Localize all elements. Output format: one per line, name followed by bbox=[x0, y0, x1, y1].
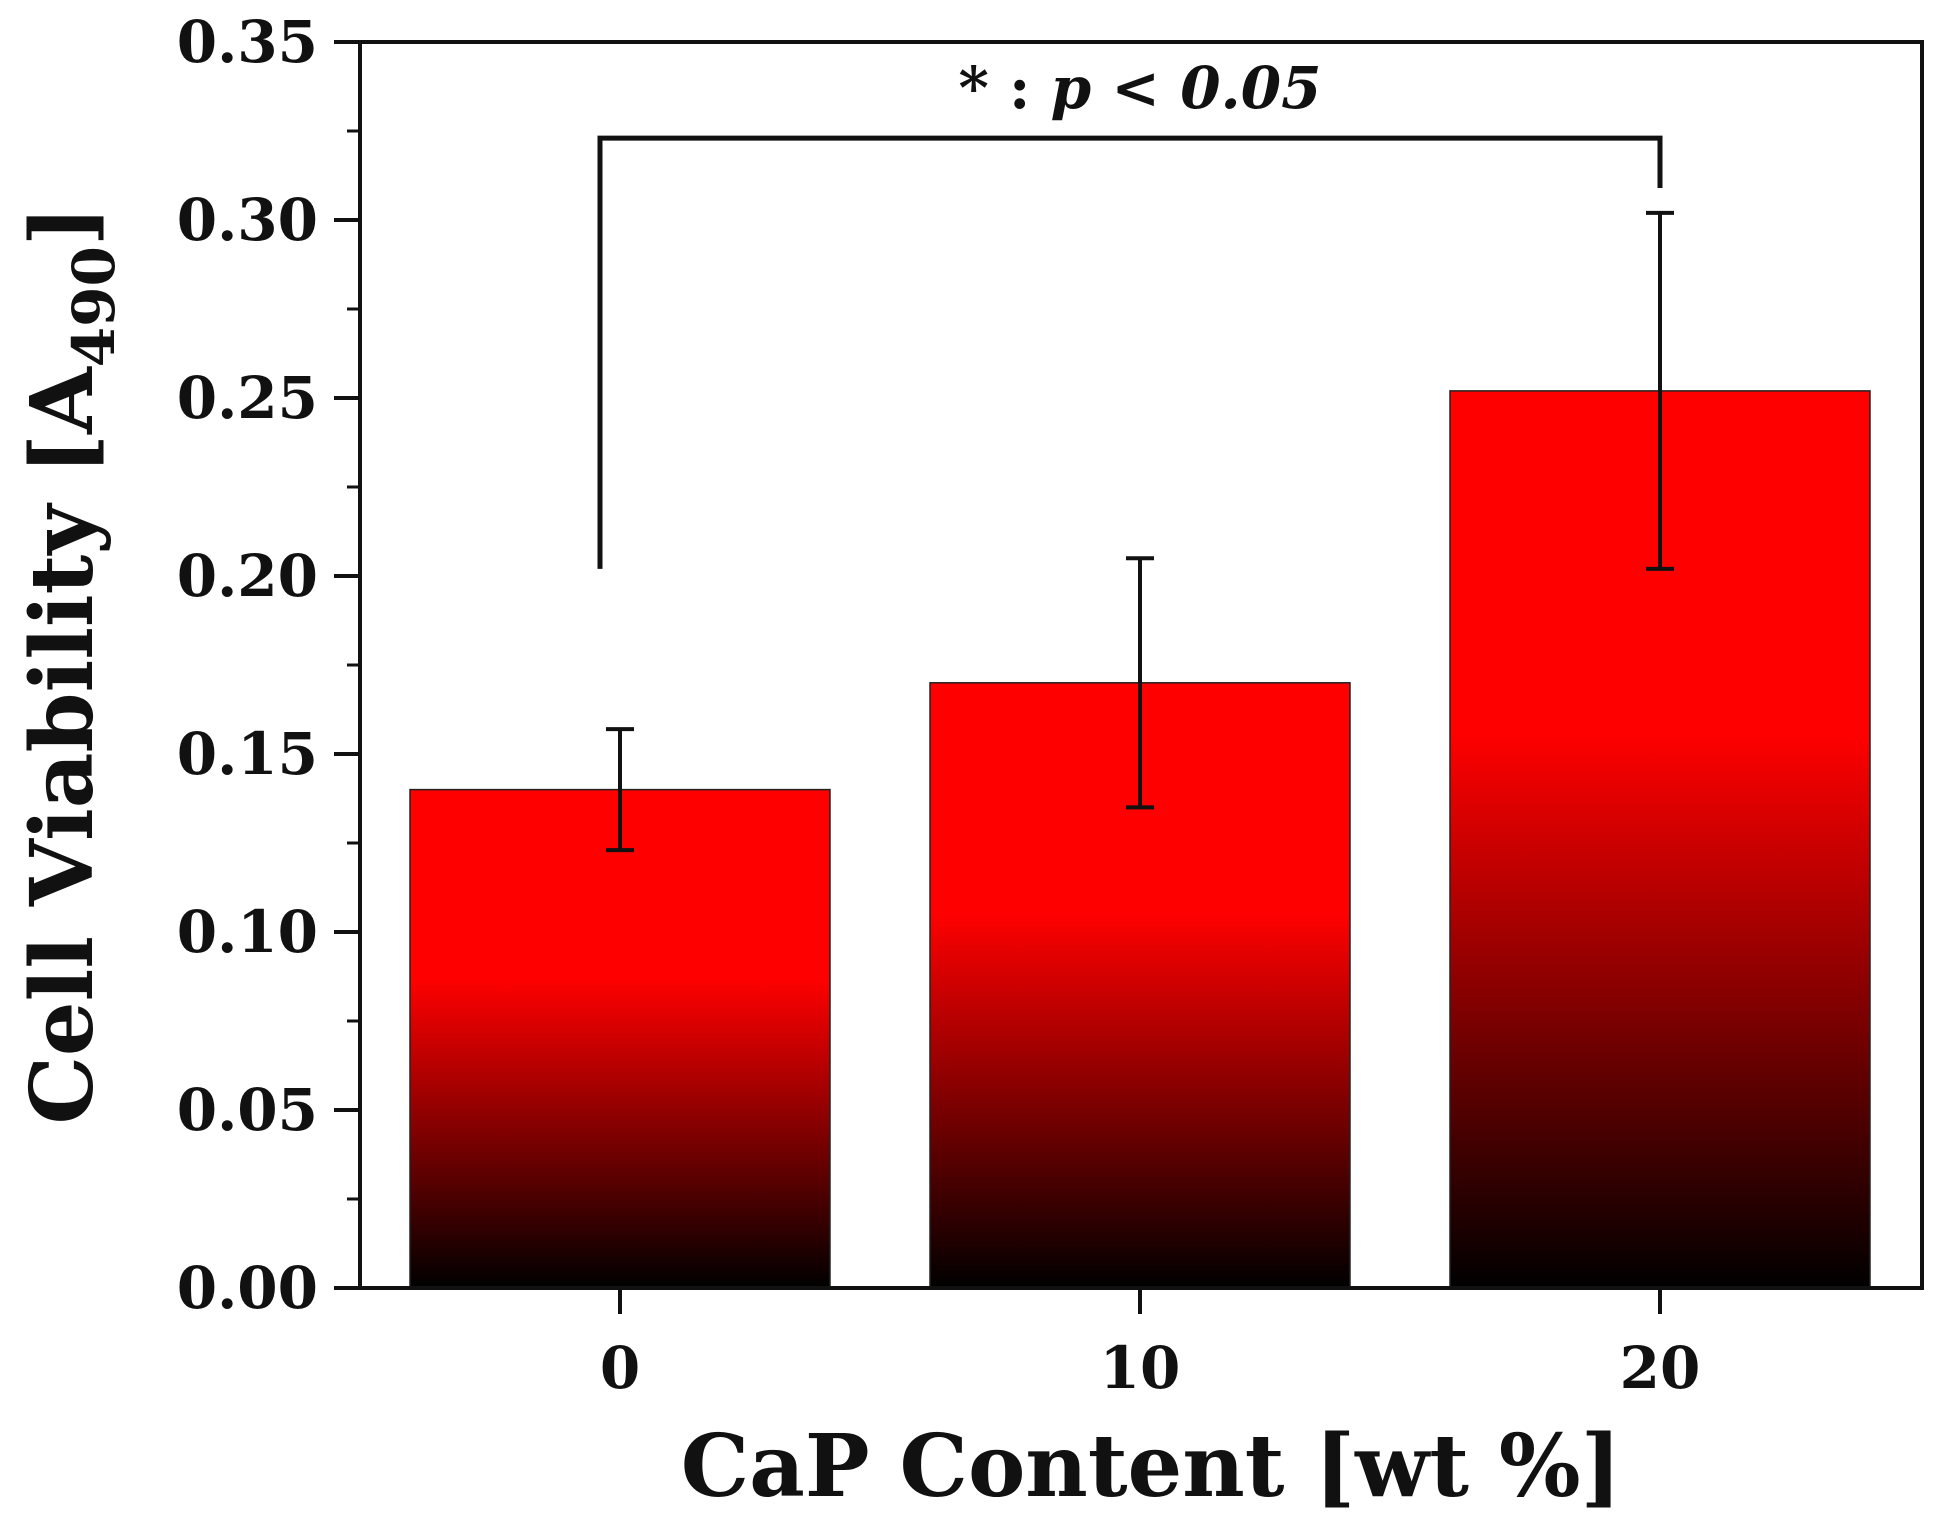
bars-layer bbox=[409, 390, 1871, 1289]
y-tick-label: 0.35 bbox=[177, 8, 318, 76]
x-tick-label: 10 bbox=[1100, 1334, 1181, 1402]
x-axis: 0 10 20 bbox=[600, 1288, 1701, 1402]
y-axis-title-main: Cell Viability [A bbox=[12, 366, 113, 1125]
significance-star: * bbox=[959, 54, 989, 122]
y-axis-title-subscript: 490 bbox=[60, 246, 128, 367]
bar-0 bbox=[409, 788, 831, 1289]
error-bar-0 bbox=[606, 727, 634, 853]
significance-threshold: < 0.05 bbox=[1091, 54, 1321, 122]
y-tick-label: 0.00 bbox=[177, 1254, 318, 1322]
y-axis-title: Cell Viability [A490] bbox=[12, 205, 128, 1124]
significance-label: * : p < 0.05 bbox=[959, 54, 1322, 122]
error-bar-20 bbox=[1646, 210, 1674, 571]
significance-colon: : bbox=[989, 54, 1051, 122]
y-axis: 0.00 0.05 0.10 0.15 0.20 0.25 0.30 0.35 bbox=[177, 8, 360, 1322]
y-tick-label: 0.15 bbox=[177, 720, 318, 788]
y-tick-label: 0.25 bbox=[177, 364, 318, 432]
error-bars-layer bbox=[606, 210, 1674, 853]
x-tick-label: 0 bbox=[600, 1334, 640, 1402]
significance-p: p bbox=[1051, 54, 1092, 122]
y-tick-label: 0.05 bbox=[177, 1076, 318, 1144]
significance-bracket bbox=[597, 135, 1663, 569]
error-bar-10 bbox=[1126, 556, 1154, 810]
y-tick-label: 0.10 bbox=[177, 898, 318, 966]
significance-annotation: * : p < 0.05 bbox=[597, 54, 1663, 569]
x-axis-title: CaP Content [wt %] bbox=[681, 1416, 1622, 1517]
y-tick-label: 0.20 bbox=[177, 542, 318, 610]
x-tick-label: 20 bbox=[1620, 1334, 1701, 1402]
y-axis-title-close: ] bbox=[12, 205, 113, 246]
y-tick-label: 0.30 bbox=[177, 186, 318, 254]
